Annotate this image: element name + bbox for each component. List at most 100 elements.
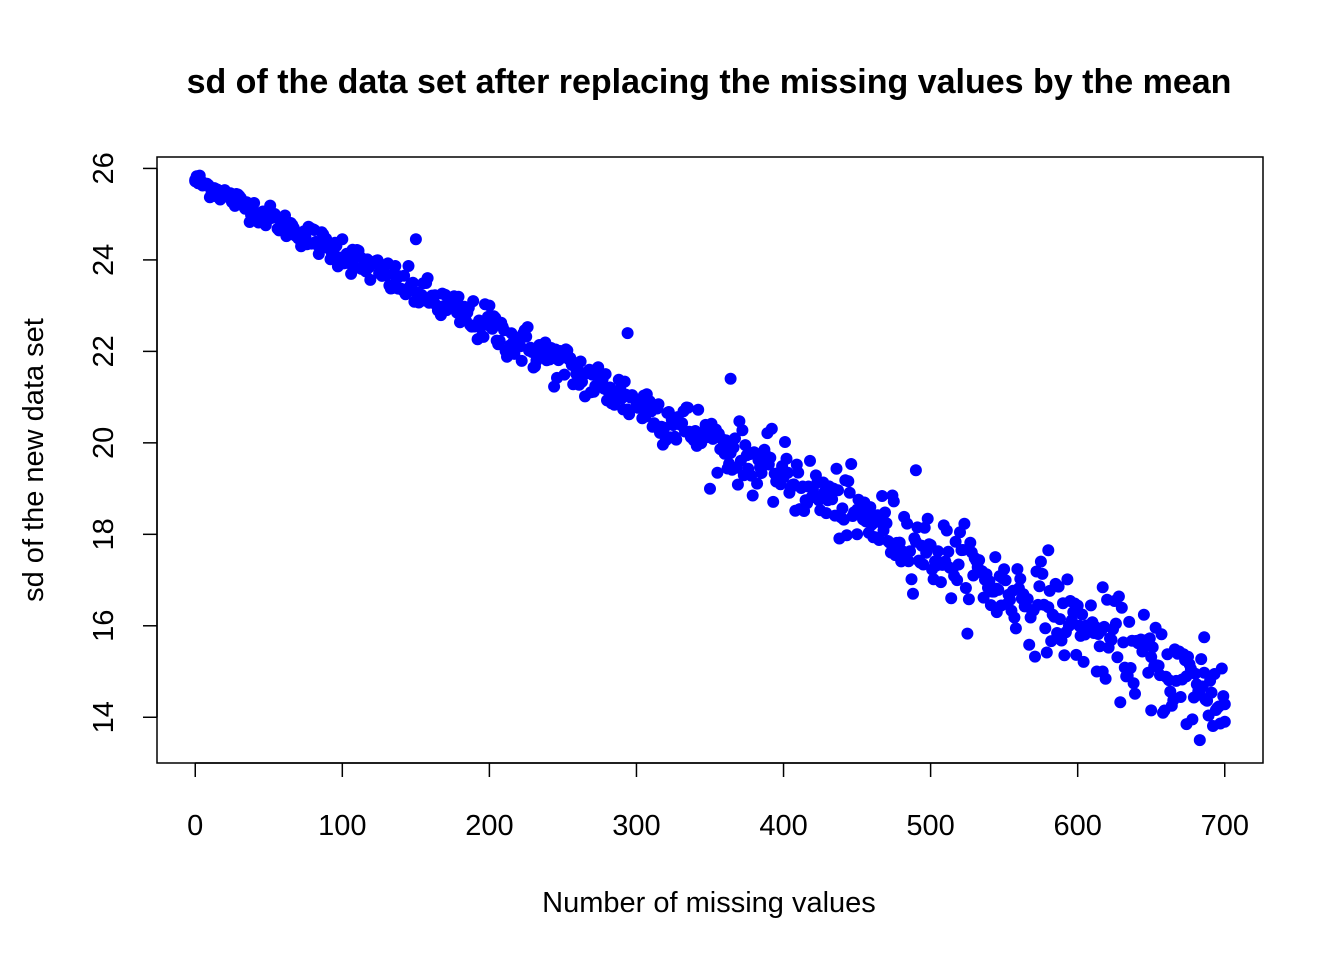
data-point [477, 330, 490, 343]
data-point [692, 403, 705, 416]
data-point [189, 173, 202, 186]
data-point [934, 576, 947, 589]
data-point [727, 441, 740, 454]
data-point [1011, 563, 1024, 576]
data-point [1084, 599, 1097, 612]
data-point [1174, 691, 1187, 703]
data-point [907, 587, 919, 600]
data-point [1111, 651, 1124, 664]
data-point [1180, 718, 1193, 731]
data-point [1039, 622, 1052, 635]
data-point [1009, 622, 1022, 635]
y-tick-label: 22 [88, 335, 120, 367]
data-point [1137, 608, 1150, 621]
data-point [1127, 677, 1140, 690]
data-point [421, 272, 434, 285]
data-point [483, 299, 496, 312]
data-point [958, 517, 971, 530]
data-point [764, 451, 777, 464]
data-point [1058, 649, 1071, 662]
data-point [876, 490, 889, 502]
data-point [792, 466, 805, 479]
data-point [389, 260, 402, 272]
data-point [992, 583, 1005, 596]
data-point [917, 558, 930, 571]
data-point [1014, 572, 1027, 585]
data-point [1198, 631, 1211, 644]
data-point [1115, 601, 1128, 614]
data-point [558, 368, 571, 381]
data-point [1152, 659, 1165, 672]
data-point [1205, 686, 1218, 699]
data-point [826, 493, 839, 506]
data-point [999, 574, 1012, 587]
data-point [746, 489, 759, 502]
data-point [520, 330, 533, 343]
y-axis-label: sd of the new data set [18, 318, 50, 602]
data-point [1195, 653, 1208, 666]
data-point [1193, 734, 1206, 747]
data-point [964, 536, 977, 549]
data-point [983, 575, 996, 588]
data-point [1189, 667, 1202, 680]
x-tick-label: 100 [318, 810, 366, 842]
data-point [977, 591, 990, 604]
data-point [530, 354, 543, 367]
data-point [843, 486, 856, 499]
data-point [467, 295, 480, 308]
data-point [832, 484, 844, 497]
data-point [774, 478, 787, 490]
data-point [842, 475, 855, 488]
x-tick-label: 200 [465, 810, 513, 842]
data-point [493, 334, 506, 347]
y-tick-label: 20 [88, 427, 120, 459]
data-point [989, 551, 1002, 564]
data-point [767, 495, 780, 508]
data-point [959, 582, 972, 594]
data-point [1008, 611, 1021, 624]
data-point [830, 462, 843, 475]
data-point [1096, 665, 1109, 678]
data-point [909, 464, 922, 477]
data-point [765, 422, 778, 435]
data-point [1218, 715, 1231, 728]
x-tick-label: 600 [1053, 810, 1101, 842]
data-point [1042, 544, 1055, 557]
data-point [961, 627, 974, 640]
data-point [1029, 650, 1041, 663]
data-point [1071, 599, 1084, 612]
y-tick-label: 18 [88, 518, 120, 550]
data-point [1124, 662, 1137, 674]
data-point [1105, 633, 1118, 646]
data-point [845, 458, 858, 470]
data-point [940, 524, 953, 537]
x-axis-label: Number of missing values [542, 887, 876, 919]
data-point [840, 529, 853, 542]
data-point [739, 439, 752, 452]
data-point [336, 233, 349, 246]
data-point [1033, 580, 1046, 593]
data-point [452, 290, 465, 303]
y-axis: 14 16 18 20 22 24 26 [88, 152, 158, 733]
data-point [1145, 704, 1158, 717]
data-point [1129, 687, 1141, 700]
data-point [1040, 646, 1053, 659]
data-point [312, 248, 325, 260]
data-point [1112, 590, 1125, 603]
data-point [902, 555, 915, 568]
data-point [731, 478, 744, 491]
data-point [574, 355, 587, 368]
data-point [1146, 641, 1159, 654]
data-point [945, 592, 958, 605]
data-point [1004, 593, 1016, 606]
data-point [780, 452, 793, 465]
data-point [248, 197, 261, 209]
data-point [1021, 593, 1034, 605]
data-point [962, 593, 975, 606]
data-point [1052, 580, 1065, 593]
data-point [1114, 696, 1127, 709]
data-point [1215, 662, 1228, 675]
data-point [1218, 698, 1231, 711]
x-tick-label: 0 [187, 810, 203, 842]
